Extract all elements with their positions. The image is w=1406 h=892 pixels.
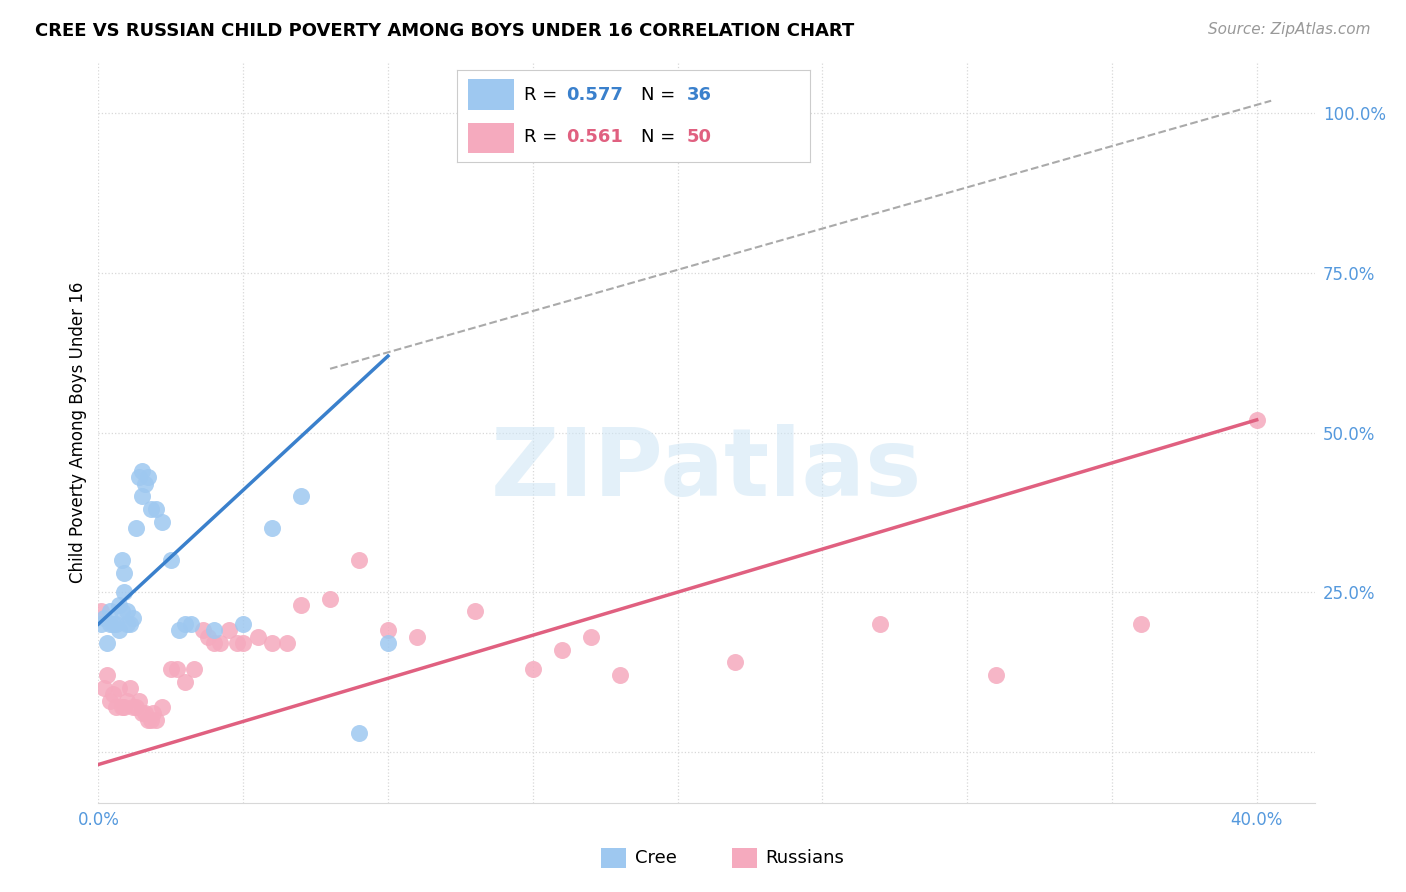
Point (131, 464, 153, 478)
Point (122, 700, 145, 714)
Point (1129, 617, 1152, 632)
Point (377, 636, 399, 650)
Point (114, 566, 136, 580)
Point (869, 617, 891, 632)
Point (159, 662, 181, 676)
Point (191, 624, 214, 638)
Point (110, 604, 132, 618)
Point (90, 604, 112, 618)
Point (93, 611, 115, 625)
Point (125, 521, 148, 535)
Point (1246, 413, 1268, 427)
Point (202, 636, 225, 650)
Point (262, 636, 284, 650)
Point (262, 521, 284, 535)
Point (139, 713, 162, 727)
Point (131, 490, 153, 504)
Point (218, 624, 240, 638)
Point (134, 706, 156, 721)
Point (377, 624, 399, 638)
Point (104, 700, 127, 714)
Point (319, 591, 342, 606)
Point (120, 681, 142, 695)
Point (107, 624, 129, 638)
Point (98, 694, 121, 708)
Point (150, 700, 173, 714)
Point (464, 604, 486, 618)
Point (183, 662, 205, 676)
Point (114, 700, 136, 714)
Point (232, 617, 254, 632)
Point (128, 694, 150, 708)
Point (246, 630, 269, 644)
Point (145, 713, 167, 727)
Point (169, 624, 191, 638)
Point (226, 636, 249, 650)
Point (276, 636, 298, 650)
Text: Russians: Russians (765, 849, 845, 867)
Point (122, 611, 145, 625)
Point (209, 636, 232, 650)
Point (159, 553, 181, 567)
Point (984, 668, 1007, 682)
Point (136, 470, 159, 484)
Point (110, 553, 132, 567)
Point (107, 598, 129, 612)
Point (93, 681, 115, 695)
Point (150, 515, 173, 529)
Point (114, 585, 136, 599)
Point (98, 617, 121, 632)
Point (197, 630, 219, 644)
Point (166, 662, 188, 676)
Point (347, 553, 370, 567)
Point (117, 604, 139, 618)
Point (290, 598, 312, 612)
Point (104, 617, 127, 632)
Point (117, 694, 139, 708)
Point (551, 642, 574, 657)
Point (142, 706, 165, 721)
Point (101, 617, 124, 632)
Point (128, 470, 150, 484)
Point (724, 656, 747, 670)
Point (107, 681, 129, 695)
Point (96, 636, 118, 650)
Point (139, 502, 162, 516)
Point (579, 630, 602, 644)
Text: ZIPatlas: ZIPatlas (491, 424, 922, 516)
Text: Cree: Cree (636, 849, 676, 867)
Y-axis label: Child Poverty Among Boys Under 16: Child Poverty Among Boys Under 16 (69, 282, 87, 583)
Text: CREE VS RUSSIAN CHILD POVERTY AMONG BOYS UNDER 16 CORRELATION CHART: CREE VS RUSSIAN CHILD POVERTY AMONG BOYS… (35, 22, 855, 40)
Point (90, 617, 112, 632)
Point (180, 617, 202, 632)
Point (134, 476, 156, 491)
Text: Source: ZipAtlas.com: Source: ZipAtlas.com (1208, 22, 1371, 37)
Point (98, 604, 121, 618)
Point (125, 700, 148, 714)
Point (522, 662, 544, 676)
Point (120, 617, 142, 632)
Point (347, 725, 370, 739)
Point (202, 624, 225, 638)
Point (145, 502, 167, 516)
Point (101, 687, 124, 701)
Point (174, 617, 197, 632)
Point (96, 668, 118, 682)
Point (110, 700, 132, 714)
Point (136, 713, 159, 727)
Point (232, 636, 254, 650)
Point (406, 630, 429, 644)
Point (117, 617, 139, 632)
Point (609, 668, 631, 682)
Point (290, 490, 312, 504)
Point (131, 706, 153, 721)
Point (174, 674, 197, 689)
